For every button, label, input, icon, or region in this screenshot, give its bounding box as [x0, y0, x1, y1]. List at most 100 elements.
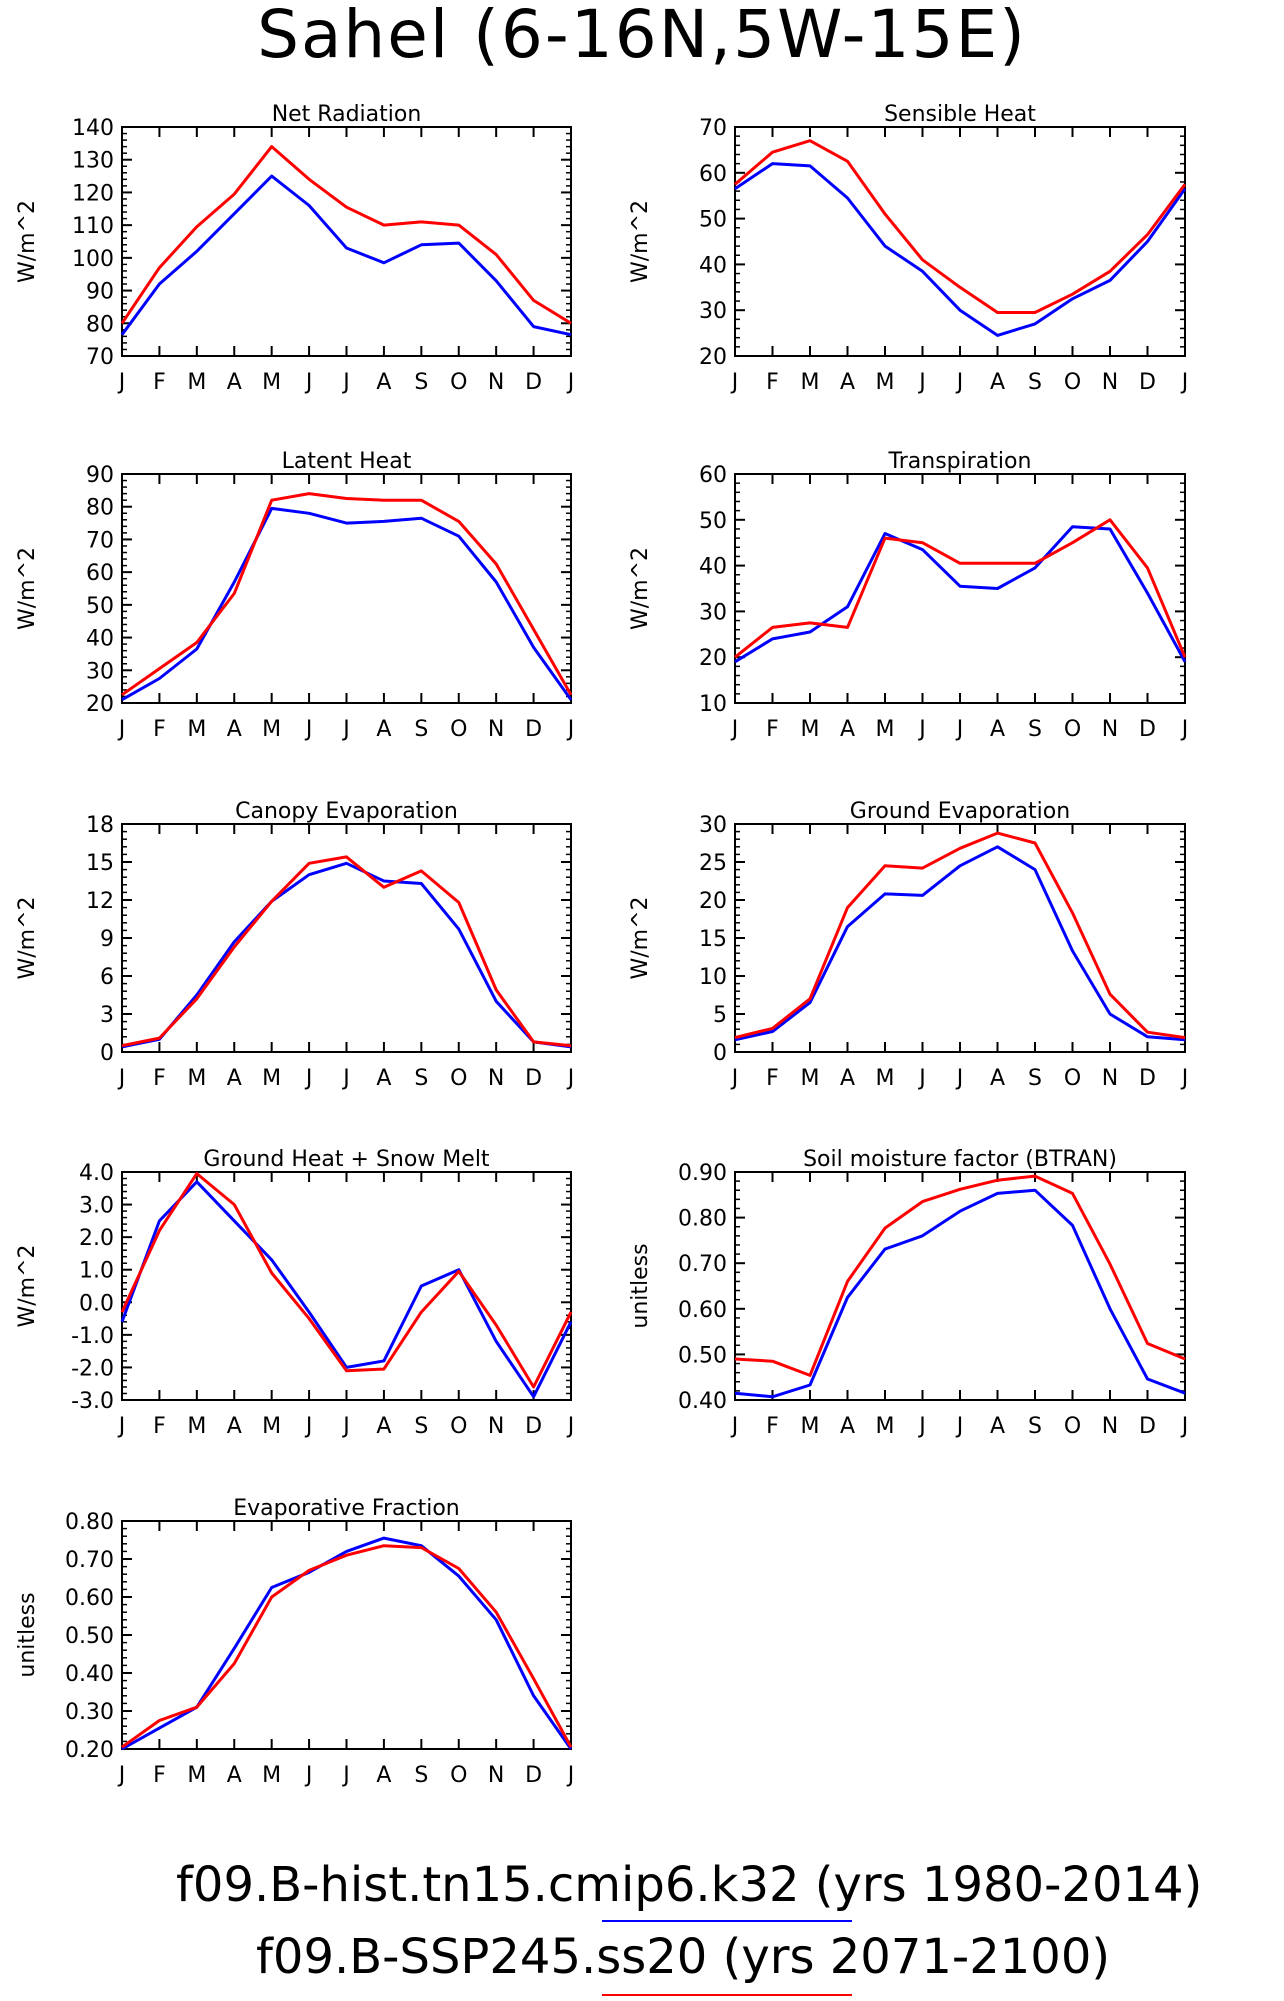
y-axis-label: W/m^2 — [15, 547, 40, 630]
x-tick-label: J — [341, 1066, 350, 1091]
x-tick-label: M — [187, 370, 206, 395]
y-tick-label: 40 — [699, 555, 727, 580]
x-tick-label: N — [488, 370, 504, 395]
y-tick-label: 0.40 — [678, 1389, 727, 1414]
y-axis-label: W/m^2 — [628, 547, 653, 630]
series-line-ssp — [120, 1172, 573, 1389]
x-tick-label: J — [566, 370, 575, 395]
x-tick-label: J — [341, 1763, 350, 1788]
x-tick-label: M — [187, 1763, 206, 1788]
series-line-hist — [734, 525, 1187, 664]
chart-title: Soil moisture factor (BTRAN) — [803, 1147, 1117, 1172]
x-tick-label: D — [525, 1066, 542, 1091]
x-tick-label: N — [1102, 717, 1118, 742]
x-tick-label: A — [990, 1066, 1005, 1091]
y-tick-label: 25 — [699, 851, 727, 876]
y-tick-label: 30 — [699, 299, 727, 324]
chart-title: Sensible Heat — [884, 102, 1036, 127]
y-tick-label: 90 — [86, 280, 114, 305]
x-tick-label: M — [262, 1066, 281, 1091]
y-tick-label: 60 — [699, 463, 727, 488]
y-tick-label: 3 — [100, 1003, 114, 1028]
y-tick-label: 0.60 — [65, 1586, 114, 1611]
x-tick-label: J — [730, 1066, 739, 1091]
y-tick-label: 0.80 — [678, 1207, 727, 1232]
legend-swatch-ssp — [602, 1994, 852, 1996]
x-tick-label: O — [1064, 1414, 1081, 1439]
x-tick-label: J — [917, 717, 926, 742]
y-tick-label: 0.60 — [678, 1298, 727, 1323]
x-tick-label: A — [840, 717, 855, 742]
x-tick-label: J — [566, 1763, 575, 1788]
y-tick-label: 0.80 — [65, 1510, 114, 1535]
y-tick-label: 100 — [72, 247, 114, 272]
x-tick-label: J — [730, 717, 739, 742]
y-tick-label: 0.30 — [65, 1700, 114, 1725]
legend-swatch-hist — [602, 1920, 852, 1922]
y-tick-label: 40 — [699, 253, 727, 278]
x-tick-label: N — [488, 1066, 504, 1091]
y-tick-label: 20 — [699, 889, 727, 914]
legend-entry-ssp: f09.B-SSP245.ss20 (yrs 2071-2100) — [256, 1929, 1110, 1985]
x-tick-label: M — [876, 1414, 895, 1439]
legend-entry-hist: f09.B-hist.tn15.cmip6.k32 (yrs 1980-2014… — [176, 1857, 1202, 1913]
y-tick-label: 130 — [72, 149, 114, 174]
y-tick-label: 50 — [699, 208, 727, 233]
x-tick-label: J — [304, 1066, 313, 1091]
x-tick-label: M — [801, 370, 820, 395]
series-line-ssp — [734, 831, 1186, 1040]
x-tick-label: N — [1102, 370, 1118, 395]
x-tick-label: N — [488, 1414, 504, 1439]
x-tick-label: J — [341, 717, 350, 742]
x-tick-label: J — [117, 370, 126, 395]
legend-period-hist: (yrs 1980-2014) — [814, 1857, 1203, 1913]
plot-frame — [734, 126, 1186, 357]
x-tick-label: A — [376, 717, 391, 742]
x-tick-label: A — [840, 1066, 855, 1091]
x-tick-label: S — [414, 717, 428, 742]
y-axis-label: W/m^2 — [15, 896, 40, 979]
y-tick-label: 6 — [100, 965, 114, 990]
x-tick-label: O — [1064, 1066, 1081, 1091]
x-tick-label: M — [262, 1414, 281, 1439]
x-tick-label: M — [187, 1066, 206, 1091]
y-tick-label: 4.0 — [79, 1161, 114, 1186]
x-tick-label: A — [227, 1763, 242, 1788]
x-tick-label: F — [766, 717, 779, 742]
page-title: Sahel (6-16N,5W-15E) — [257, 0, 1027, 73]
y-tick-label: 0.50 — [678, 1343, 727, 1368]
x-tick-label: M — [801, 1066, 820, 1091]
x-tick-label: N — [488, 717, 504, 742]
y-tick-label: -3.0 — [71, 1389, 114, 1414]
x-tick-label: A — [840, 370, 855, 395]
x-tick-label: J — [304, 717, 313, 742]
x-tick-label: J — [117, 1414, 126, 1439]
x-tick-label: O — [450, 717, 467, 742]
x-tick-label: M — [187, 1414, 206, 1439]
x-tick-label: A — [227, 370, 242, 395]
plot-frame — [734, 1171, 1186, 1401]
y-tick-label: 120 — [72, 181, 114, 206]
x-tick-label: A — [990, 1414, 1005, 1439]
x-tick-label: F — [766, 1066, 779, 1091]
y-axis-label: W/m^2 — [628, 896, 653, 979]
x-tick-label: O — [450, 1414, 467, 1439]
y-tick-label: 30 — [86, 659, 114, 684]
x-tick-label: A — [990, 370, 1005, 395]
x-tick-label: F — [153, 1066, 166, 1091]
x-tick-label: J — [304, 1763, 313, 1788]
y-tick-label: 50 — [86, 594, 114, 619]
y-axis-label: W/m^2 — [628, 200, 653, 283]
x-tick-label: M — [262, 370, 281, 395]
x-tick-label: J — [117, 1763, 126, 1788]
y-tick-label: 15 — [699, 927, 727, 952]
x-tick-label: M — [876, 717, 895, 742]
plot-frame — [121, 473, 572, 704]
x-tick-label: O — [450, 370, 467, 395]
plot-frame — [121, 126, 572, 357]
x-tick-label: J — [304, 1414, 313, 1439]
legend-name-hist: f09.B-hist.tn15.cmip6.k32 — [176, 1857, 800, 1913]
x-tick-label: D — [1139, 1066, 1156, 1091]
y-tick-label: -1.0 — [71, 1324, 114, 1349]
x-tick-label: A — [990, 717, 1005, 742]
